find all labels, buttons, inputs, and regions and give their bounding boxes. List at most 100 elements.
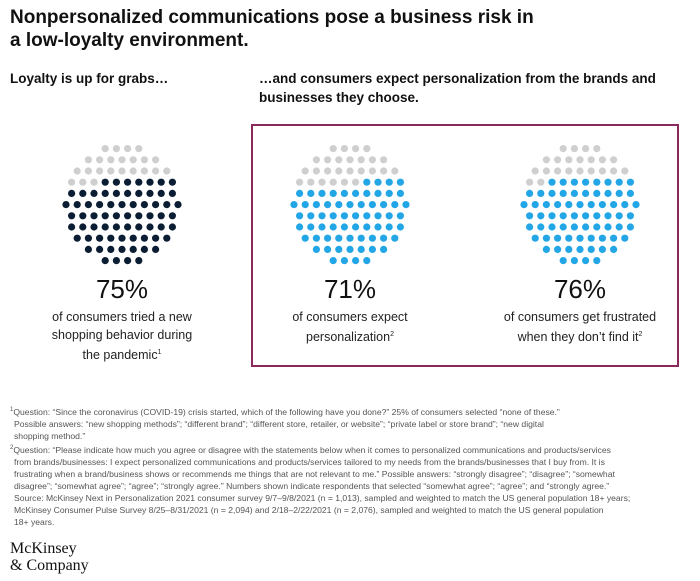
- dot-empty: [124, 145, 132, 153]
- desc-line: when they don’t find it2: [490, 326, 670, 346]
- dot-empty: [112, 145, 120, 153]
- dot-filled: [324, 201, 332, 209]
- dot-filled: [396, 223, 404, 231]
- percent-value: 71%: [323, 274, 377, 304]
- dot-filled: [96, 234, 104, 242]
- dot-filled: [118, 201, 126, 209]
- dot-filled: [112, 223, 120, 231]
- dot-filled: [329, 189, 337, 197]
- dot-filled: [610, 234, 618, 242]
- dot-empty: [140, 167, 148, 175]
- dot-filled: [570, 212, 578, 220]
- dot-filled: [312, 245, 320, 253]
- dot-empty: [346, 156, 354, 164]
- dot-filled: [73, 201, 81, 209]
- dot-empty: [346, 167, 354, 175]
- dot-filled: [79, 212, 87, 220]
- dot-filled: [324, 245, 332, 253]
- dot-filled: [124, 223, 132, 231]
- dot-filled: [396, 212, 404, 220]
- dot-filled: [157, 178, 165, 186]
- dot-filled: [163, 201, 171, 209]
- dot-filled: [146, 223, 154, 231]
- dot-filled: [124, 212, 132, 220]
- dot-filled: [68, 212, 76, 220]
- dot-filled: [615, 223, 623, 231]
- dot-filled: [335, 245, 343, 253]
- dot-filled: [385, 189, 393, 197]
- dot-empty: [107, 156, 115, 164]
- dot-filled: [526, 223, 534, 231]
- dot-filled: [168, 178, 176, 186]
- dot-filled: [621, 234, 629, 242]
- dot-empty: [542, 167, 550, 175]
- dot-empty: [318, 178, 326, 186]
- dot-empty: [101, 145, 109, 153]
- dot-empty: [531, 167, 539, 175]
- dot-filled: [101, 189, 109, 197]
- footnote-text: Question: “Please indicate how much you …: [13, 444, 611, 455]
- dot-filled: [357, 201, 365, 209]
- dot-filled: [352, 257, 360, 265]
- dot-filled: [96, 201, 104, 209]
- dot-filled: [385, 178, 393, 186]
- dot-filled: [301, 201, 309, 209]
- desc-line: the pandemic1: [32, 344, 212, 364]
- dot-empty: [610, 167, 618, 175]
- desc-text: when they don’t find it: [517, 330, 639, 345]
- dot-filled: [324, 234, 332, 242]
- dot-empty: [301, 167, 309, 175]
- dot-filled: [157, 189, 165, 197]
- dot-filled: [374, 178, 382, 186]
- dot-filled: [140, 201, 148, 209]
- dot-filled: [135, 223, 143, 231]
- dot-filled: [152, 234, 160, 242]
- footnote-1-cont: Possible answers: “new shopping methods”…: [14, 418, 544, 429]
- dot-filled: [380, 245, 388, 253]
- footnote-2-cont: frustrating when a brand/business shows …: [14, 468, 615, 479]
- dot-filled: [531, 234, 539, 242]
- dot-empty: [329, 145, 337, 153]
- dot-filled: [565, 201, 573, 209]
- dot-filled: [352, 212, 360, 220]
- dot-filled: [335, 201, 343, 209]
- dot-filled: [84, 234, 92, 242]
- dot-filled: [73, 234, 81, 242]
- desc-line: of consumers get frustrated: [503, 310, 657, 324]
- dot-filled: [146, 212, 154, 220]
- dot-empty: [324, 156, 332, 164]
- dot-filled: [526, 212, 534, 220]
- dot-filled: [531, 201, 539, 209]
- dot-filled: [307, 223, 315, 231]
- source-note: Source: McKinsey Next in Personalization…: [14, 492, 631, 503]
- dot-filled: [163, 234, 171, 242]
- dot-filled: [593, 212, 601, 220]
- dot-filled: [329, 212, 337, 220]
- dot-empty: [312, 156, 320, 164]
- dot-empty: [90, 178, 98, 186]
- dot-matrix-1: [62, 145, 182, 265]
- dot-filled: [340, 189, 348, 197]
- percent-value: 76%: [553, 274, 607, 304]
- dot-filled: [140, 245, 148, 253]
- dot-filled: [582, 178, 590, 186]
- dot-filled: [615, 212, 623, 220]
- dot-filled: [118, 234, 126, 242]
- dot-filled: [402, 201, 410, 209]
- dot-filled: [520, 201, 528, 209]
- dot-filled: [526, 189, 534, 197]
- dot-filled: [307, 212, 315, 220]
- dot-empty: [537, 178, 545, 186]
- dot-empty: [565, 167, 573, 175]
- dot-empty: [335, 167, 343, 175]
- dot-filled: [312, 201, 320, 209]
- footnotes: 1Question: “Since the coronavirus (COVID…: [10, 404, 690, 528]
- dot-filled: [626, 189, 634, 197]
- dot-empty: [152, 167, 160, 175]
- dot-empty: [559, 145, 567, 153]
- dot-filled: [124, 257, 132, 265]
- dot-filled: [135, 257, 143, 265]
- dot-filled: [340, 212, 348, 220]
- desc-line: of consumers tried a new: [52, 310, 192, 324]
- dot-empty: [129, 167, 137, 175]
